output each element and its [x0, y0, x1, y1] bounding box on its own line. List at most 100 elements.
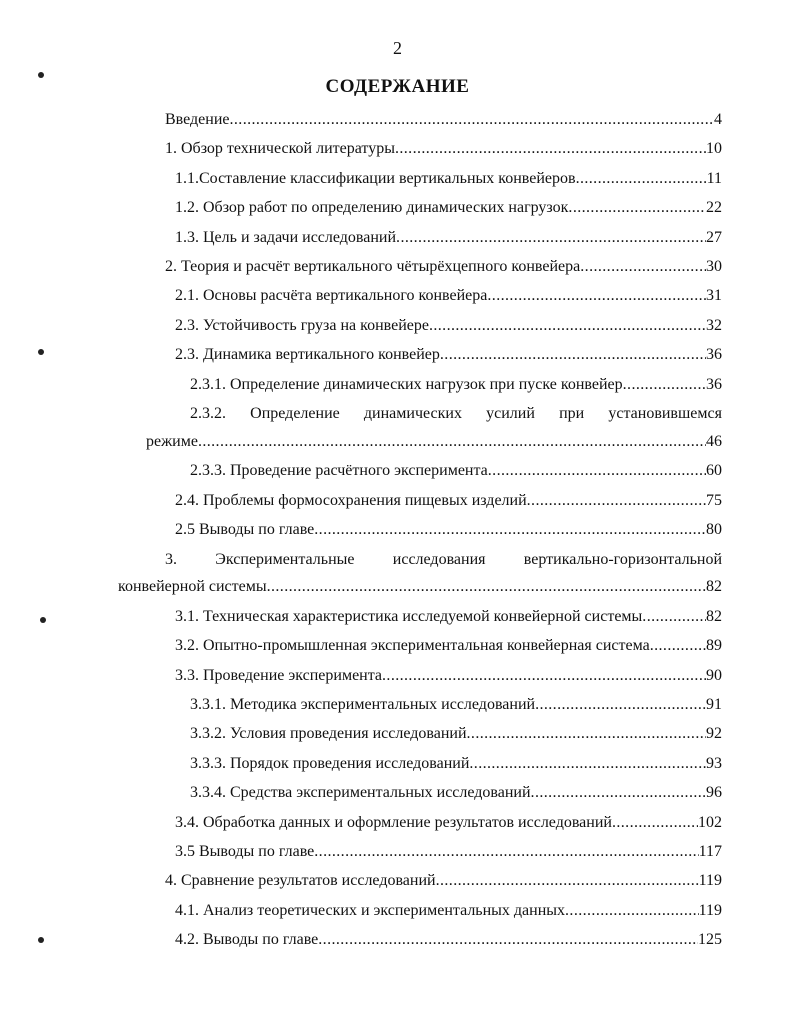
toc-page-number: 10 — [706, 140, 722, 158]
toc-entry[interactable]: 2.4. Проблемы формосохранения пищевых из… — [175, 492, 722, 512]
toc-entry-label: 1.2. Обзор работ по определению динамиче… — [175, 199, 569, 217]
dot-leader — [568, 199, 706, 217]
toc-entry[interactable]: 2.3.1. Определение динамических нагрузок… — [190, 376, 722, 396]
page-number: 2 — [393, 38, 402, 58]
toc-entry[interactable]: 1.2. Обзор работ по определению динамиче… — [175, 199, 722, 219]
toc-page-number: 125 — [698, 931, 722, 949]
toc-entry[interactable]: 3.3.1. Методика экспериментальных исслед… — [190, 696, 722, 716]
toc-entry[interactable]: 1.1.Составление классификации вертикальн… — [175, 170, 722, 190]
toc-page-number: 27 — [706, 228, 722, 246]
dot-leader — [565, 902, 699, 920]
dot-leader — [267, 578, 706, 596]
dot-leader — [396, 229, 706, 247]
toc-page-number: 80 — [706, 521, 722, 539]
toc-entry[interactable]: 1. Обзор технической литературы 10 — [165, 140, 722, 160]
toc-page-number: 90 — [706, 666, 722, 684]
toc-entry-label-continued: режиме — [146, 432, 198, 450]
dot-leader — [487, 287, 706, 305]
toc-page-number: 22 — [706, 199, 722, 217]
toc-entry[interactable]: 3.2. Опытно-промышленная экспериментальн… — [175, 637, 722, 657]
dot-leader — [230, 111, 715, 129]
dot-leader — [314, 521, 706, 539]
toc-entry-label: 2.3. Устойчивость груза на конвейере — [175, 316, 429, 334]
dot-leader — [198, 433, 706, 451]
scan-speck — [38, 349, 44, 355]
toc-entry-label: 1.3. Цель и задачи исследований — [175, 228, 397, 246]
toc-entry-label: 3.3.1. Методика экспериментальных исслед… — [190, 696, 536, 713]
scan-speck — [38, 72, 44, 78]
dot-leader — [580, 258, 706, 276]
dot-leader — [436, 872, 699, 890]
toc-page-number: 82 — [706, 578, 722, 596]
toc-entry[interactable]: конвейерной системы 82 — [118, 578, 722, 598]
toc-page-number: 32 — [706, 316, 722, 334]
toc-page-number: 36 — [706, 346, 722, 364]
dot-leader — [527, 492, 706, 510]
toc-page-number: 117 — [698, 843, 722, 860]
toc-entry-label: 3.4. Обработка данных и оформление резул… — [175, 813, 612, 831]
dot-leader — [642, 608, 706, 626]
toc-page-number: 102 — [698, 813, 722, 831]
toc-entry[interactable]: 3.3.3. Порядок проведения исследований 93 — [190, 755, 722, 775]
toc-entry-label: 2.4. Проблемы формосохранения пищевых из… — [175, 491, 527, 509]
dot-leader — [469, 755, 706, 773]
toc-entry[interactable]: Введение 4 — [165, 111, 722, 131]
toc-page-number: 119 — [698, 901, 722, 919]
toc-entry[interactable]: 2.5 Выводы по главе 80 — [175, 521, 722, 541]
toc-entry[interactable]: 2.3.3. Проведение расчётного эксперимент… — [190, 462, 722, 482]
toc-entry-label: 2.3.2. Определение динамических усилий п… — [190, 405, 722, 422]
scan-speck — [40, 617, 46, 623]
toc-entry[interactable]: 2. Теория и расчёт вертикального чётырёх… — [165, 258, 722, 278]
toc-entry[interactable]: 3.4. Обработка данных и оформление резул… — [175, 814, 722, 834]
toc-entry-label: 1.1.Составление классификации вертикальн… — [175, 169, 576, 187]
toc-entry[interactable]: 3.5 Выводы по главе 117 — [175, 843, 722, 863]
toc-entry[interactable]: 3.1. Техническая характеристика исследуе… — [175, 608, 722, 628]
toc-page-number: 31 — [706, 287, 722, 305]
toc-entry-label: 2.5 Выводы по главе — [175, 521, 315, 539]
toc-entry-label: 3.1. Техническая характеристика исследуе… — [175, 607, 643, 625]
dot-leader — [576, 170, 707, 188]
toc-entry[interactable]: 4.1. Анализ теоретических и эксперимента… — [175, 902, 722, 922]
toc-entry-label: 3.3.3. Порядок проведения исследований — [190, 754, 470, 772]
dot-leader — [467, 725, 706, 743]
toc-entry-label: 3.3.4. Средства экспериментальных исслед… — [190, 784, 531, 802]
toc-entry[interactable]: 3.3.4. Средства экспериментальных исслед… — [190, 784, 722, 804]
toc-page-number: 82 — [706, 607, 722, 625]
dot-leader — [314, 843, 698, 861]
toc-entry[interactable]: 3.3.2. Условия проведения исследований 92 — [190, 725, 722, 745]
toc-entry-label: 4.1. Анализ теоретических и эксперимента… — [175, 901, 566, 919]
toc-entry-label: 3.3. Проведение эксперимента — [175, 666, 383, 684]
toc-entry[interactable]: 2.3. Динамика вертикального конвейер 36 — [175, 346, 722, 366]
dot-leader — [440, 346, 706, 364]
toc-page-number: 30 — [706, 258, 722, 275]
toc-entry[interactable]: 3.3. Проведение эксперимента 90 — [175, 667, 722, 687]
toc-entry-label: 2.3.1. Определение динамических нагрузок… — [190, 375, 623, 393]
dot-leader — [531, 784, 706, 802]
toc-page-number: 91 — [706, 696, 722, 713]
toc-page-number: 93 — [706, 754, 722, 772]
dot-leader — [623, 376, 706, 394]
toc-entry-label-continued: конвейерной системы — [118, 578, 267, 596]
toc-entry[interactable]: режиме 46 — [146, 433, 722, 453]
dot-leader — [488, 462, 706, 480]
toc-entry-label: 4.2. Выводы по главе — [175, 931, 319, 949]
toc-page-number: 46 — [706, 432, 722, 450]
dot-leader — [382, 667, 706, 685]
toc-entry[interactable]: 1.3. Цель и задачи исследований 27 — [175, 229, 722, 249]
toc-entry[interactable]: 2.1. Основы расчёта вертикального конвей… — [175, 287, 722, 307]
toc-page-number: 96 — [706, 784, 722, 802]
toc-entry-label: Введение — [165, 111, 230, 128]
scan-speck — [38, 937, 44, 943]
toc-entry-label: 3.5 Выводы по главе — [175, 843, 315, 860]
toc-entry-label: 3. Экспериментальные исследования вертик… — [165, 550, 722, 568]
toc-entry[interactable]: 2.3. Устойчивость груза на конвейере 32 — [175, 317, 722, 337]
toc-entry-label: 2. Теория и расчёт вертикального чётырёх… — [165, 258, 581, 275]
toc-entry-label: 3.2. Опытно-промышленная экспериментальн… — [175, 637, 650, 655]
dot-leader — [395, 140, 706, 158]
dot-leader — [318, 931, 698, 949]
toc-entry[interactable]: 4. Сравнение результатов исследований 119 — [165, 872, 722, 892]
toc-entry[interactable]: 4.2. Выводы по главе 125 — [175, 931, 722, 951]
toc-entry-label: 2.3.3. Проведение расчётного эксперимент… — [190, 462, 488, 480]
toc-page-number: 119 — [698, 872, 722, 890]
toc-entry-label: 1. Обзор технической литературы — [165, 140, 395, 158]
